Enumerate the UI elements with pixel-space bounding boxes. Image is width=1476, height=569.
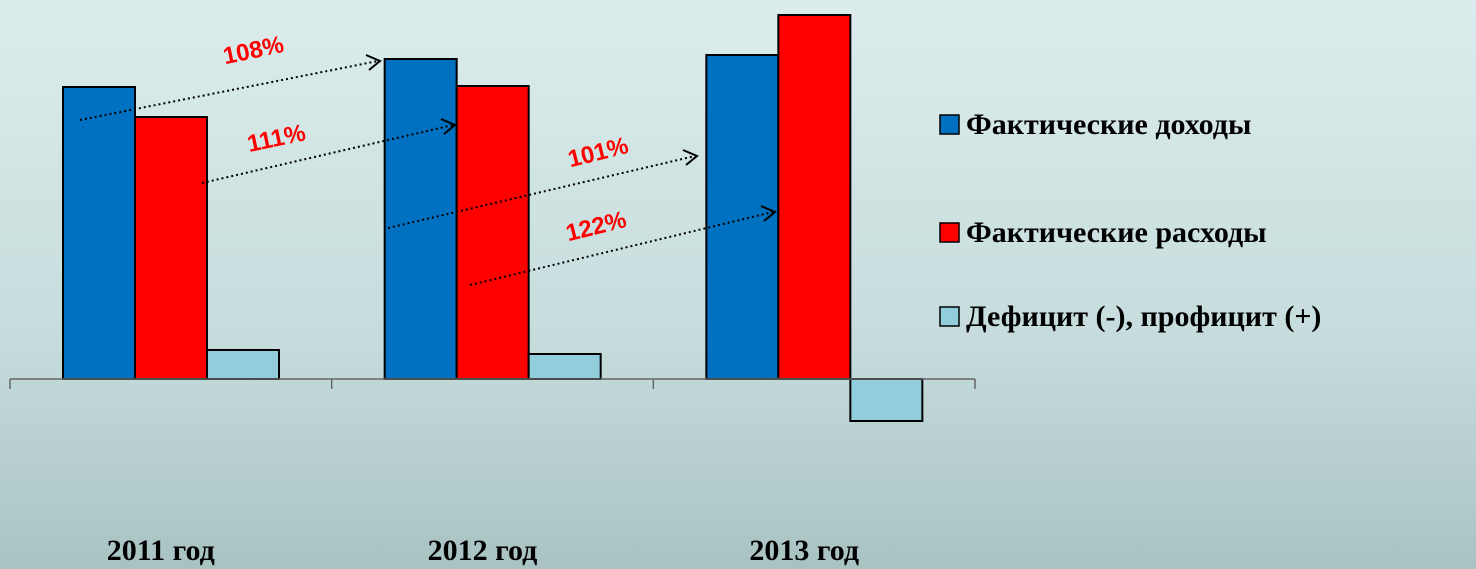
legend-swatch bbox=[940, 115, 959, 134]
legend-label: Дефицит (-), профицит (+) bbox=[966, 300, 1321, 333]
bar bbox=[385, 59, 457, 379]
bar bbox=[207, 350, 279, 379]
legend-swatch bbox=[940, 223, 959, 242]
bar bbox=[457, 86, 529, 379]
legend-label: Фактические расходы bbox=[966, 216, 1267, 249]
legend-label: Фактические доходы bbox=[966, 108, 1251, 141]
bar bbox=[135, 117, 207, 379]
bar bbox=[63, 87, 135, 379]
bar bbox=[850, 379, 922, 421]
x-tick-label: 2011 год bbox=[107, 534, 215, 567]
x-tick-label: 2013 год bbox=[749, 534, 859, 567]
bar bbox=[778, 15, 850, 379]
x-tick-label: 2012 год bbox=[428, 534, 538, 567]
chart: 108% 111% 101% 122% Фактические доходыФа… bbox=[0, 0, 1476, 569]
legend-swatch bbox=[940, 307, 959, 326]
bar bbox=[529, 354, 601, 379]
